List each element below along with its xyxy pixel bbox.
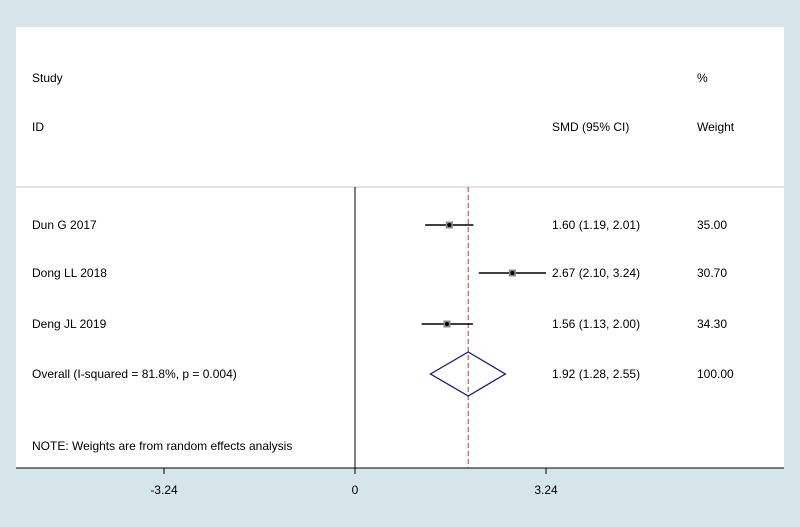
study-id: Deng JL 2019: [32, 317, 107, 331]
header-effect-label: SMD (95% CI): [552, 120, 629, 134]
point-estimate: [447, 223, 452, 227]
overall-row: Overall (I-squared = 81.8%, p = 0.004) 1.…: [32, 351, 734, 397]
header-id: ID: [32, 120, 44, 134]
overall-label: Overall (I-squared = 81.8%, p = 0.004): [32, 367, 237, 381]
x-tick-label: 3.24: [534, 483, 558, 497]
point-estimate: [510, 271, 515, 275]
plot-panel: [16, 27, 784, 468]
overall-weight-text: 100.00: [697, 367, 734, 381]
overall-ci-text: 1.92 (1.28, 2.55): [552, 367, 640, 381]
x-tick-label: -3.24: [150, 483, 178, 497]
header-percent: %: [697, 71, 708, 85]
study-row: Dun G 2017 1.60 (1.19, 2.01) 35.00: [32, 218, 727, 232]
study-row: Deng JL 2019 1.56 (1.13, 2.00) 34.30: [32, 317, 727, 331]
point-estimate: [444, 322, 449, 326]
effect-ci-text: 1.60 (1.19, 2.01): [552, 218, 640, 232]
weight-text: 34.30: [697, 317, 727, 331]
effect-ci-text: 1.56 (1.13, 2.00): [552, 317, 640, 331]
note-text: NOTE: Weights are from random effects an…: [32, 439, 292, 453]
overall-diamond: [429, 351, 507, 397]
header-study: Study: [32, 71, 63, 85]
study-id: Dong LL 2018: [32, 266, 107, 280]
x-tick-label: 0: [352, 483, 359, 497]
weight-text: 30.70: [697, 266, 727, 280]
weight-text: 35.00: [697, 218, 727, 232]
effect-ci-text: 2.67 (2.10, 3.24): [552, 266, 640, 280]
study-row: Dong LL 2018 2.67 (2.10, 3.24) 30.70: [32, 266, 727, 280]
header-weight: Weight: [697, 120, 735, 134]
study-id: Dun G 2017: [32, 218, 97, 232]
